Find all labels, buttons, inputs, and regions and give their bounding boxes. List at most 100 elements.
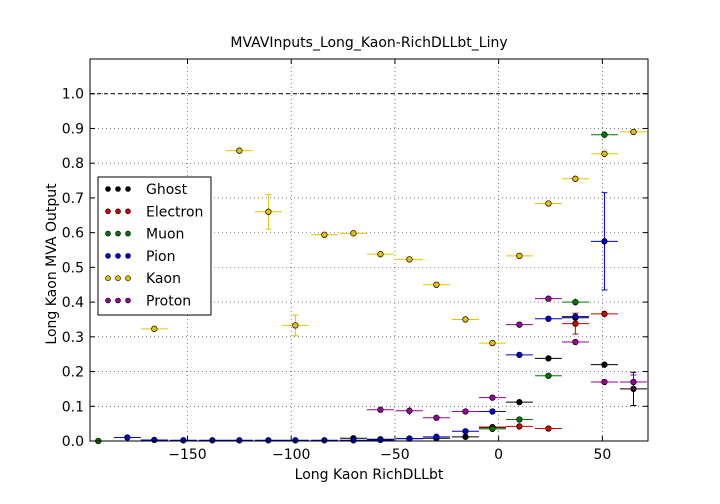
- data-point: [545, 200, 552, 207]
- x-tick-label: 0: [494, 447, 503, 463]
- data-point: [489, 425, 496, 432]
- data-point: [377, 406, 384, 413]
- data-point: [292, 322, 299, 329]
- y-tick-label: 1.0: [62, 87, 84, 103]
- data-point: [350, 230, 357, 237]
- legend-marker: [105, 275, 111, 282]
- legend-marker: [125, 253, 131, 259]
- legend-label: Proton: [146, 294, 191, 310]
- data-point: [516, 423, 523, 430]
- data-point: [545, 315, 552, 322]
- data-point: [236, 147, 243, 154]
- legend-label: Kaon: [146, 271, 181, 287]
- legend-item-proton: Proton: [105, 294, 191, 310]
- y-tick-label: 0.5: [62, 260, 84, 276]
- y-tick-label: 0.2: [62, 365, 84, 381]
- legend-item-kaon: Kaon: [105, 271, 181, 287]
- data-point: [462, 428, 469, 435]
- data-point: [433, 414, 440, 421]
- data-point: [572, 338, 579, 346]
- data-point: [545, 425, 552, 432]
- data-point: [489, 408, 496, 415]
- legend-marker: [105, 230, 111, 237]
- legend-marker: [105, 186, 111, 192]
- y-tick-label: 0.9: [62, 121, 84, 137]
- data-point: [462, 316, 469, 323]
- series-kaon: [140, 128, 647, 347]
- y-tick-label: 0.8: [62, 156, 84, 172]
- data-point: [321, 231, 328, 238]
- legend-marker: [115, 253, 121, 259]
- data-point: [406, 256, 413, 263]
- data-point: [630, 378, 637, 386]
- axis-ticks: −150 −100 −50 0 50 0.0 0.1 0.2 0.3 0.4 0.5 0.6 0.7 0.…: [62, 59, 648, 463]
- plot-frame: [89, 58, 649, 442]
- series-electron: [478, 310, 618, 432]
- data-point: [516, 398, 523, 406]
- legend-marker: [125, 275, 131, 282]
- legend-item-electron: Electron: [105, 204, 203, 220]
- data-point: [462, 408, 469, 415]
- x-tick-label: −50: [380, 447, 410, 463]
- y-tick-label: 0.0: [62, 434, 84, 450]
- data-point: [462, 433, 469, 440]
- data-point: [545, 372, 552, 379]
- data-point: [292, 437, 299, 444]
- data-point: [209, 437, 216, 444]
- series-pion: [113, 192, 618, 444]
- data-point: [601, 310, 608, 318]
- data-point: [516, 416, 523, 423]
- x-axis-label: Long Kaon RichDLLbt: [295, 467, 444, 483]
- data-point: [601, 150, 608, 157]
- legend: Ghost Electron Muon Pion Kaon Proton: [97, 176, 212, 316]
- series-muon: [90, 131, 618, 445]
- legend-marker: [115, 275, 121, 282]
- legend-marker: [125, 297, 131, 304]
- legend-label: Ghost: [146, 182, 188, 198]
- x-tick-label: 50: [593, 447, 611, 463]
- legend-marker: [115, 186, 121, 192]
- data-point: [545, 295, 552, 302]
- data-point: [630, 128, 637, 136]
- legend-label: Pion: [146, 249, 175, 265]
- data-point: [572, 175, 579, 182]
- legend-marker: [125, 208, 131, 215]
- data-point: [180, 437, 187, 444]
- data-point: [377, 251, 384, 258]
- x-tick-label: −100: [272, 447, 310, 463]
- legend-marker: [105, 297, 111, 304]
- legend-marker: [115, 208, 121, 215]
- legend-label: Electron: [146, 204, 203, 220]
- data-point: [572, 320, 579, 327]
- y-tick-label: 0.7: [62, 191, 84, 207]
- legend-marker: [115, 297, 121, 304]
- series-ghost: [339, 314, 647, 443]
- data-point: [151, 436, 158, 444]
- data-point: [601, 131, 608, 138]
- data-marks: [90, 128, 647, 445]
- data-point: [433, 433, 440, 440]
- data-point: [124, 434, 131, 441]
- data-point: [601, 378, 608, 386]
- legend-marker: [115, 230, 121, 237]
- data-point: [516, 321, 523, 328]
- data-point: [321, 437, 328, 444]
- legend-box: [97, 176, 212, 316]
- data-point: [433, 281, 440, 288]
- y-tick-label: 0.6: [62, 226, 84, 242]
- data-point: [265, 437, 272, 444]
- legend-item-muon: Muon: [105, 227, 184, 243]
- legend-marker: [125, 230, 131, 237]
- data-point: [151, 325, 158, 332]
- data-point: [377, 436, 384, 444]
- data-point: [406, 407, 413, 414]
- data-point: [601, 238, 608, 245]
- legend-marker: [105, 208, 111, 215]
- data-point: [516, 252, 523, 260]
- data-point: [572, 298, 579, 306]
- legend-marker: [125, 186, 131, 192]
- data-point: [516, 351, 523, 359]
- chart-title: MVAVInputs_Long_Kaon-RichDLLbt_Liny: [230, 35, 507, 51]
- legend-item-pion: Pion: [105, 249, 175, 265]
